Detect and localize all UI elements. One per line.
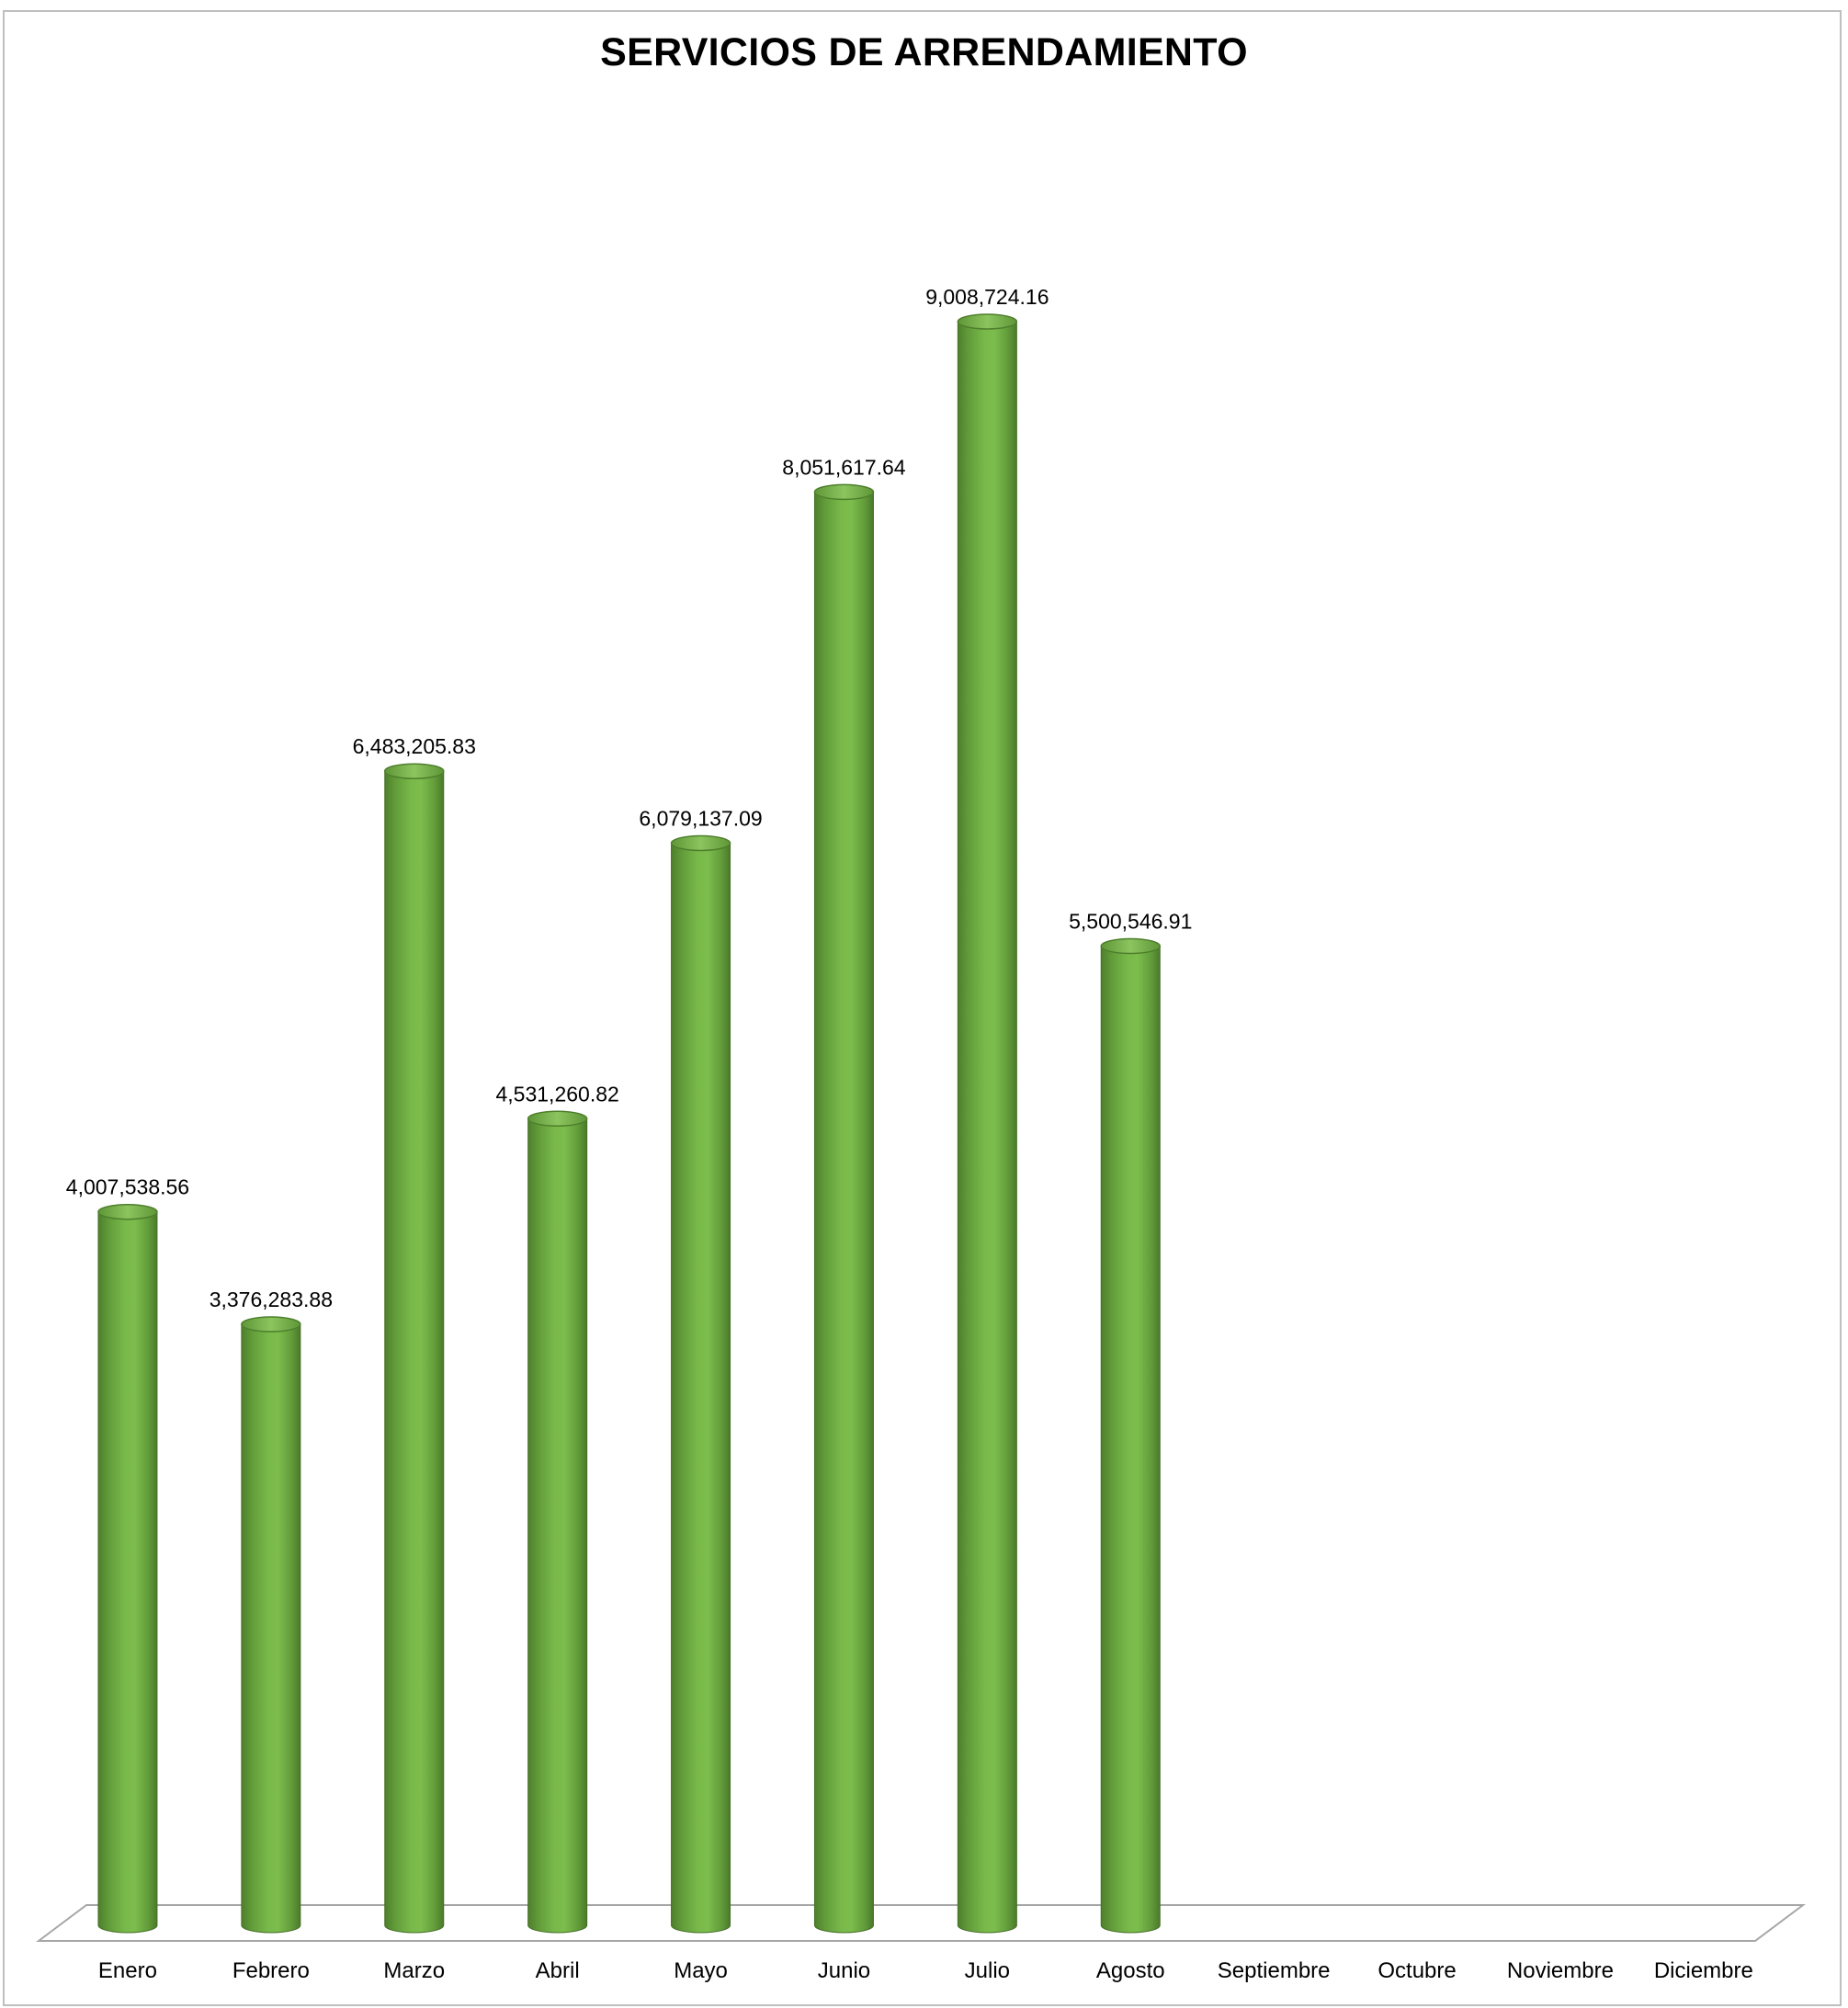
bar bbox=[670, 834, 731, 1934]
x-tick-label: Mayo bbox=[674, 1958, 728, 1983]
x-tick-label: Octubre bbox=[1377, 1958, 1456, 1983]
data-label: 8,051,617.64 bbox=[782, 455, 906, 479]
data-label: 3,376,283.88 bbox=[210, 1288, 333, 1311]
bar bbox=[813, 483, 875, 1934]
bar bbox=[241, 1316, 301, 1934]
bar bbox=[97, 1203, 158, 1934]
bar-top-cap bbox=[527, 1110, 588, 1128]
data-label: 4,007,538.56 bbox=[66, 1175, 189, 1199]
bar-top-cap bbox=[384, 763, 445, 779]
bar-body bbox=[671, 842, 731, 1934]
chart-floor bbox=[36, 1904, 1806, 1942]
x-tick-label: Abril bbox=[536, 1958, 580, 1983]
bar-body bbox=[1100, 946, 1161, 1934]
x-tick-label: Septiembre bbox=[1218, 1958, 1331, 1983]
x-tick-label: Marzo bbox=[383, 1958, 445, 1983]
x-tick-label: Junio bbox=[818, 1958, 870, 1983]
bar-body bbox=[813, 491, 874, 1934]
bar-body bbox=[957, 321, 1017, 1934]
bar-top-cap bbox=[670, 834, 731, 852]
data-labels-layer: 4,007,538.56 3,376,283.88 6,483,205.83 4,53… bbox=[66, 285, 1193, 1311]
x-tick-label: Febrero bbox=[232, 1958, 310, 1983]
bar bbox=[1100, 937, 1161, 1934]
bar-body bbox=[527, 1117, 588, 1934]
bar bbox=[527, 1110, 588, 1934]
bar-top-cap bbox=[957, 313, 1018, 330]
x-tick-label: Noviembre bbox=[1507, 1958, 1614, 1983]
bar-body bbox=[384, 770, 445, 1934]
bar bbox=[957, 313, 1018, 1934]
x-tick-label: Enero bbox=[98, 1958, 157, 1983]
bar-top-cap bbox=[241, 1316, 301, 1333]
bar-body bbox=[241, 1323, 301, 1934]
floor-plane bbox=[36, 1904, 1806, 1942]
x-axis-tick-labels: Enero Febrero Marzo Abril Mayo Junio Julio Agos… bbox=[98, 1958, 1753, 1983]
bars-layer bbox=[97, 313, 1161, 1934]
x-tick-label: Julio bbox=[965, 1958, 1010, 1983]
data-label: 5,500,546.91 bbox=[1069, 910, 1192, 934]
bar-body bbox=[97, 1211, 158, 1934]
chart-frame bbox=[3, 10, 1842, 2006]
bar-top-cap bbox=[1100, 937, 1161, 955]
data-label: 4,531,260.82 bbox=[496, 1082, 619, 1106]
data-label: 6,483,205.83 bbox=[353, 734, 476, 758]
bar bbox=[384, 763, 445, 1934]
data-label: 6,079,137.09 bbox=[639, 806, 762, 830]
bar-top-cap bbox=[97, 1203, 158, 1220]
x-tick-label: Agosto bbox=[1096, 1958, 1165, 1983]
data-label: 9,008,724.16 bbox=[925, 285, 1049, 309]
bar-top-cap bbox=[813, 483, 875, 501]
x-tick-label: Diciembre bbox=[1654, 1958, 1753, 1983]
chart-title: SERVICIOS DE ARRENDAMIENTO bbox=[600, 30, 1248, 74]
